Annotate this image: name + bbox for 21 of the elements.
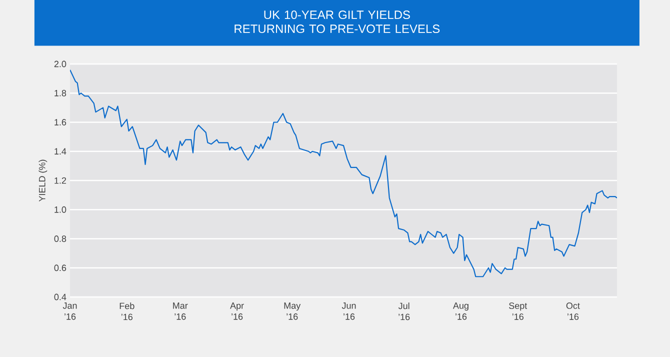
chart-title: UK 10-YEAR GILT YIELDS RETURNING TO PRE-VOTE LEVELS [234,10,440,34]
y-tick-label: 1.8 [54,90,66,96]
y-tick-label: 2.0 [54,60,66,68]
x-tick-label: Feb ’16 [120,302,134,320]
y-tick-label: 1.0 [54,206,66,213]
x-tick-label: Jan ’16 [62,302,77,320]
x-tick-label: Jun ’16 [342,302,356,320]
x-tick-label: Aug ’16 [452,302,468,320]
y-axis-title: YIELD (%) [38,160,48,202]
y-tick-label: 0.4 [54,294,66,300]
y-tick-label: 1.6 [54,119,66,126]
x-tick-label: Sept ’16 [509,302,528,320]
x-tick-label: Oct ’16 [566,302,580,320]
y-tick-label: 0.8 [54,236,66,242]
x-tick-label: Mar ’16 [173,302,188,320]
y-tick-label: 1.4 [54,148,66,154]
x-tick-label: Apr ’16 [230,302,244,320]
x-tick-label: May ’16 [284,302,301,320]
y-tick-label: 1.2 [54,177,66,184]
y-tick-label: 0.6 [54,264,66,272]
x-tick-label: Jul ’16 [398,302,410,320]
